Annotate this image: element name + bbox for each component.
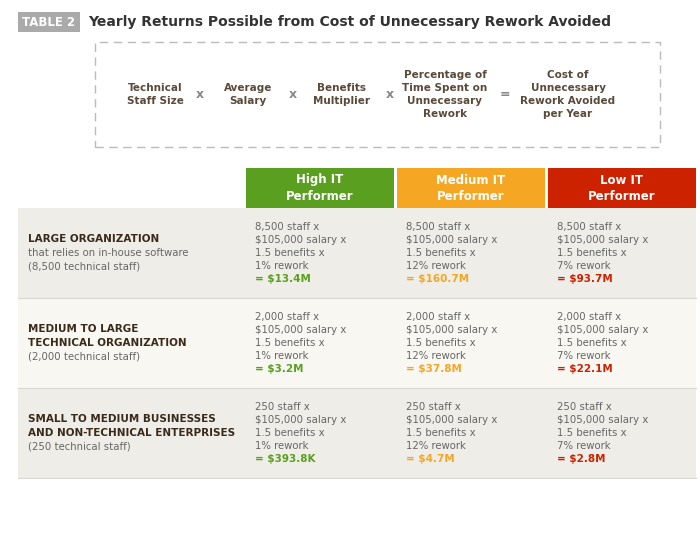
Text: LARGE ORGANIZATION: LARGE ORGANIZATION (28, 234, 160, 245)
Bar (548, 168, 696, 208)
Text: = $13.4M: = $13.4M (255, 274, 311, 284)
Text: = $93.7M: = $93.7M (557, 274, 612, 284)
Text: 7% rework: 7% rework (557, 351, 610, 361)
Text: 12% rework: 12% rework (406, 261, 466, 271)
Text: = $22.1M: = $22.1M (557, 364, 612, 374)
Text: 250 staff x: 250 staff x (406, 402, 461, 412)
Text: Cost of
Unnecessary
Rework Avoided
per Year: Cost of Unnecessary Rework Avoided per Y… (520, 70, 615, 119)
Text: = $4.7M: = $4.7M (406, 454, 455, 464)
Text: 2,000 staff x: 2,000 staff x (406, 312, 470, 322)
Text: 12% rework: 12% rework (406, 351, 466, 361)
Text: 2,000 staff x: 2,000 staff x (557, 312, 621, 322)
Text: 7% rework: 7% rework (557, 261, 610, 271)
Text: x: x (386, 88, 394, 101)
Text: that relies on in-house software: that relies on in-house software (28, 248, 188, 258)
Text: (8,500 technical staff): (8,500 technical staff) (28, 261, 140, 272)
Text: SMALL TO MEDIUM BUSINESSES: SMALL TO MEDIUM BUSINESSES (28, 414, 216, 425)
Text: Yearly Returns Possible from Cost of Unnecessary Rework Avoided: Yearly Returns Possible from Cost of Unn… (88, 15, 611, 29)
Text: TABLE 2: TABLE 2 (22, 16, 76, 29)
Text: 1.5 benefits x: 1.5 benefits x (557, 338, 626, 348)
Text: $105,000 salary x: $105,000 salary x (406, 235, 498, 245)
Text: 7% rework: 7% rework (557, 441, 610, 451)
Text: x: x (196, 88, 204, 101)
Text: 1.5 benefits x: 1.5 benefits x (255, 248, 325, 258)
Text: Low IT
Performer: Low IT Performer (588, 174, 656, 203)
Bar (95, 42, 660, 147)
Text: 8,500 staff x: 8,500 staff x (255, 222, 319, 232)
Text: $105,000 salary x: $105,000 salary x (557, 325, 648, 335)
Text: = $2.8M: = $2.8M (557, 454, 606, 464)
Text: x: x (289, 88, 297, 101)
Text: Medium IT
Performer: Medium IT Performer (436, 174, 505, 203)
Text: TECHNICAL ORGANIZATION: TECHNICAL ORGANIZATION (28, 338, 187, 348)
Bar (18, 298, 696, 388)
Text: (2,000 technical staff): (2,000 technical staff) (28, 351, 140, 362)
Text: 250 staff x: 250 staff x (255, 402, 309, 412)
Text: $105,000 salary x: $105,000 salary x (557, 415, 648, 425)
Text: $105,000 salary x: $105,000 salary x (406, 415, 498, 425)
Text: 2,000 staff x: 2,000 staff x (255, 312, 319, 322)
Text: = $160.7M: = $160.7M (406, 274, 469, 284)
Text: $105,000 salary x: $105,000 salary x (557, 235, 648, 245)
Text: $105,000 salary x: $105,000 salary x (406, 325, 498, 335)
Text: $105,000 salary x: $105,000 salary x (255, 235, 346, 245)
Text: MEDIUM TO LARGE: MEDIUM TO LARGE (28, 324, 139, 335)
Bar (18, 12, 80, 32)
Text: = $393.8K: = $393.8K (255, 454, 316, 464)
Text: 8,500 staff x: 8,500 staff x (557, 222, 622, 232)
Text: 1.5 benefits x: 1.5 benefits x (255, 428, 325, 438)
Text: 1.5 benefits x: 1.5 benefits x (557, 428, 626, 438)
Text: 1.5 benefits x: 1.5 benefits x (406, 338, 475, 348)
Text: 8,500 staff x: 8,500 staff x (406, 222, 470, 232)
Text: 1.5 benefits x: 1.5 benefits x (406, 248, 475, 258)
Bar (18, 388, 696, 478)
Text: 1.5 benefits x: 1.5 benefits x (255, 338, 325, 348)
Text: Percentage of
Time Spent on
Unnecessary
Rework: Percentage of Time Spent on Unnecessary … (402, 70, 488, 119)
Text: High IT
Performer: High IT Performer (286, 174, 354, 203)
Text: 1% rework: 1% rework (255, 441, 309, 451)
Bar (246, 168, 394, 208)
Text: = $37.8M: = $37.8M (406, 364, 462, 374)
Text: $105,000 salary x: $105,000 salary x (255, 325, 346, 335)
Text: Average
Salary: Average Salary (224, 83, 272, 106)
Text: 1.5 benefits x: 1.5 benefits x (406, 428, 475, 438)
Text: (250 technical staff): (250 technical staff) (28, 441, 131, 452)
Text: Benefits
Multiplier: Benefits Multiplier (314, 83, 370, 106)
Text: 12% rework: 12% rework (406, 441, 466, 451)
Text: 1.5 benefits x: 1.5 benefits x (557, 248, 626, 258)
Text: 1% rework: 1% rework (255, 351, 309, 361)
Text: Technical
Staff Size: Technical Staff Size (127, 83, 183, 106)
Bar (18, 208, 696, 298)
Text: = $3.2M: = $3.2M (255, 364, 304, 374)
Text: 1% rework: 1% rework (255, 261, 309, 271)
Text: AND NON-TECHNICAL ENTERPRISES: AND NON-TECHNICAL ENTERPRISES (28, 428, 235, 438)
Bar (397, 168, 545, 208)
Text: =: = (500, 88, 510, 101)
Text: $105,000 salary x: $105,000 salary x (255, 415, 346, 425)
Text: 250 staff x: 250 staff x (557, 402, 612, 412)
